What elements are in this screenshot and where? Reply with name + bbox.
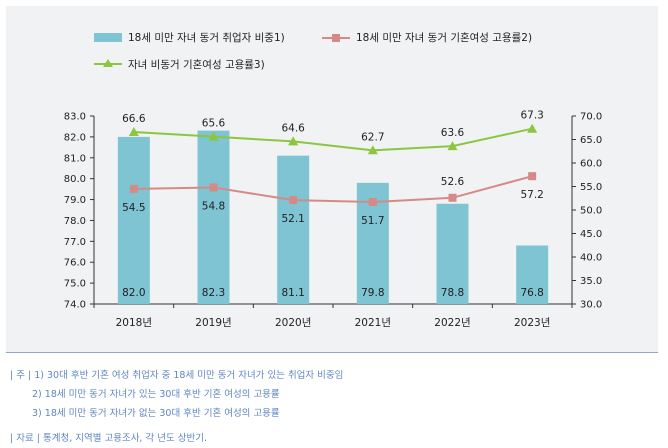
legend-marker-line1: [332, 34, 340, 42]
y-right-tick-label: 30.0: [580, 300, 602, 311]
source-line: | 자료 | 통계청, 지역별 고용조사, 각 년도 상반기.: [10, 433, 207, 444]
bar-value-label: 78.8: [441, 287, 464, 299]
bar: [277, 155, 310, 304]
y-right-tick-label: 70.0: [580, 112, 602, 123]
line2-marker: [367, 145, 378, 155]
legend-marker-line2: [103, 59, 113, 67]
y-right-tick-label: 55.0: [580, 182, 602, 193]
line1-value-label: 57.2: [520, 189, 543, 201]
line1-marker: [289, 196, 298, 205]
note-3: 3) 18세 미만 동거 자녀가 없는 30대 후반 기혼 여성의 고용률: [32, 408, 280, 419]
line2-marker: [288, 136, 299, 146]
source-label: 자료: [16, 433, 34, 444]
y-left-tick-label: 74.0: [64, 300, 86, 311]
note-2: 2) 18세 미만 동거 자녀가 있는 30대 후반 기혼 여성의 고용률: [32, 389, 280, 400]
line2-value-label: 65.6: [202, 118, 226, 130]
line1-value-label: 51.7: [361, 215, 384, 227]
bar-value-label: 76.8: [520, 287, 543, 299]
y-left-tick-label: 79.0: [64, 195, 86, 206]
line1-marker: [528, 172, 537, 181]
bar: [197, 130, 230, 304]
y-right-tick-label: 60.0: [580, 159, 602, 170]
x-tick-label: 2018년: [116, 317, 152, 329]
y-right-tick-label: 65.0: [580, 135, 602, 146]
y-left-tick-label: 77.0: [64, 237, 86, 248]
line2-value-label: 64.6: [281, 122, 305, 134]
series-line-2: [133, 127, 533, 152]
y-left-tick-label: 78.0: [64, 216, 86, 227]
y-left-tick-label: 75.0: [64, 279, 86, 290]
line1-value-label: 54.5: [122, 202, 145, 214]
note-label: 주: [16, 370, 25, 381]
line1-value-label: 52.6: [441, 176, 465, 188]
y-left-tick-label: 82.0: [64, 132, 86, 143]
line2-marker: [447, 141, 458, 151]
line1-marker: [129, 184, 138, 193]
note-line-3: 3) 18세 미만 동거 자녀가 없는 30대 후반 기혼 여성의 고용률: [10, 404, 660, 423]
line2-marker: [208, 131, 219, 141]
y-left-tick-label: 80.0: [64, 174, 86, 185]
source-text: 통계청, 지역별 고용조사, 각 년도 상반기.: [42, 433, 207, 444]
legend-label-line1: 18세 미만 자녀 동거 기혼여성 고용률2): [356, 31, 532, 44]
bar: [516, 245, 549, 304]
y-right-tick-label: 35.0: [580, 276, 602, 287]
legend-swatch-bar: [94, 33, 122, 42]
y-right-tick-label: 50.0: [580, 206, 602, 217]
line2-value-label: 66.6: [122, 113, 146, 125]
bar: [436, 203, 469, 304]
bar-value-label: 79.8: [361, 287, 384, 299]
line2-value-label: 62.7: [361, 131, 384, 143]
line1-value-label: 54.8: [202, 200, 225, 212]
footnotes: | 주 | 1) 30대 후반 기혼 여성 취업자 중 18세 미만 동거 자녀…: [10, 366, 660, 448]
bar-value-label: 81.1: [281, 287, 304, 299]
note-line-1: | 주 | 1) 30대 후반 기혼 여성 취업자 중 18세 미만 동거 자녀…: [10, 370, 344, 381]
line1-marker: [368, 198, 377, 207]
x-tick-label: 2021년: [355, 317, 391, 329]
line2-value-label: 67.3: [520, 110, 543, 122]
series-line-1: [133, 175, 533, 204]
y-left-tick-label: 83.0: [64, 112, 86, 123]
y-right-tick-label: 45.0: [580, 229, 602, 240]
legend-label-line2: 자녀 비동거 기혼여성 고용률3): [128, 58, 265, 71]
bar-value-label: 82.3: [202, 287, 225, 299]
line2-marker: [527, 123, 538, 133]
line1-value-label: 52.1: [281, 213, 304, 225]
bar: [117, 136, 150, 304]
legend-label-bar: 18세 미만 자녀 동거 취업자 비중1): [128, 31, 285, 44]
x-tick-label: 2020년: [275, 317, 311, 329]
y-left-tick-label: 81.0: [64, 153, 86, 164]
x-tick-label: 2023년: [514, 317, 550, 329]
line1-marker: [448, 193, 457, 202]
x-tick-label: 2022년: [434, 317, 470, 329]
bar-value-label: 82.0: [122, 287, 145, 299]
line2-marker: [128, 126, 139, 136]
note-line-2: 2) 18세 미만 동거 자녀가 있는 30대 후반 기혼 여성의 고용률: [10, 385, 660, 404]
y-right-tick-label: 40.0: [580, 253, 602, 264]
line2-value-label: 63.6: [441, 127, 465, 139]
combo-chart: 18세 미만 자녀 동거 취업자 비중1) 18세 미만 자녀 동거 기혼여성 고…: [64, 31, 603, 329]
x-tick-label: 2019년: [195, 317, 231, 329]
note-1: 1) 30대 후반 기혼 여성 취업자 중 18세 미만 동거 자녀가 있는 취…: [34, 370, 344, 381]
y-left-tick-label: 76.0: [64, 258, 86, 269]
line1-marker: [209, 183, 218, 192]
